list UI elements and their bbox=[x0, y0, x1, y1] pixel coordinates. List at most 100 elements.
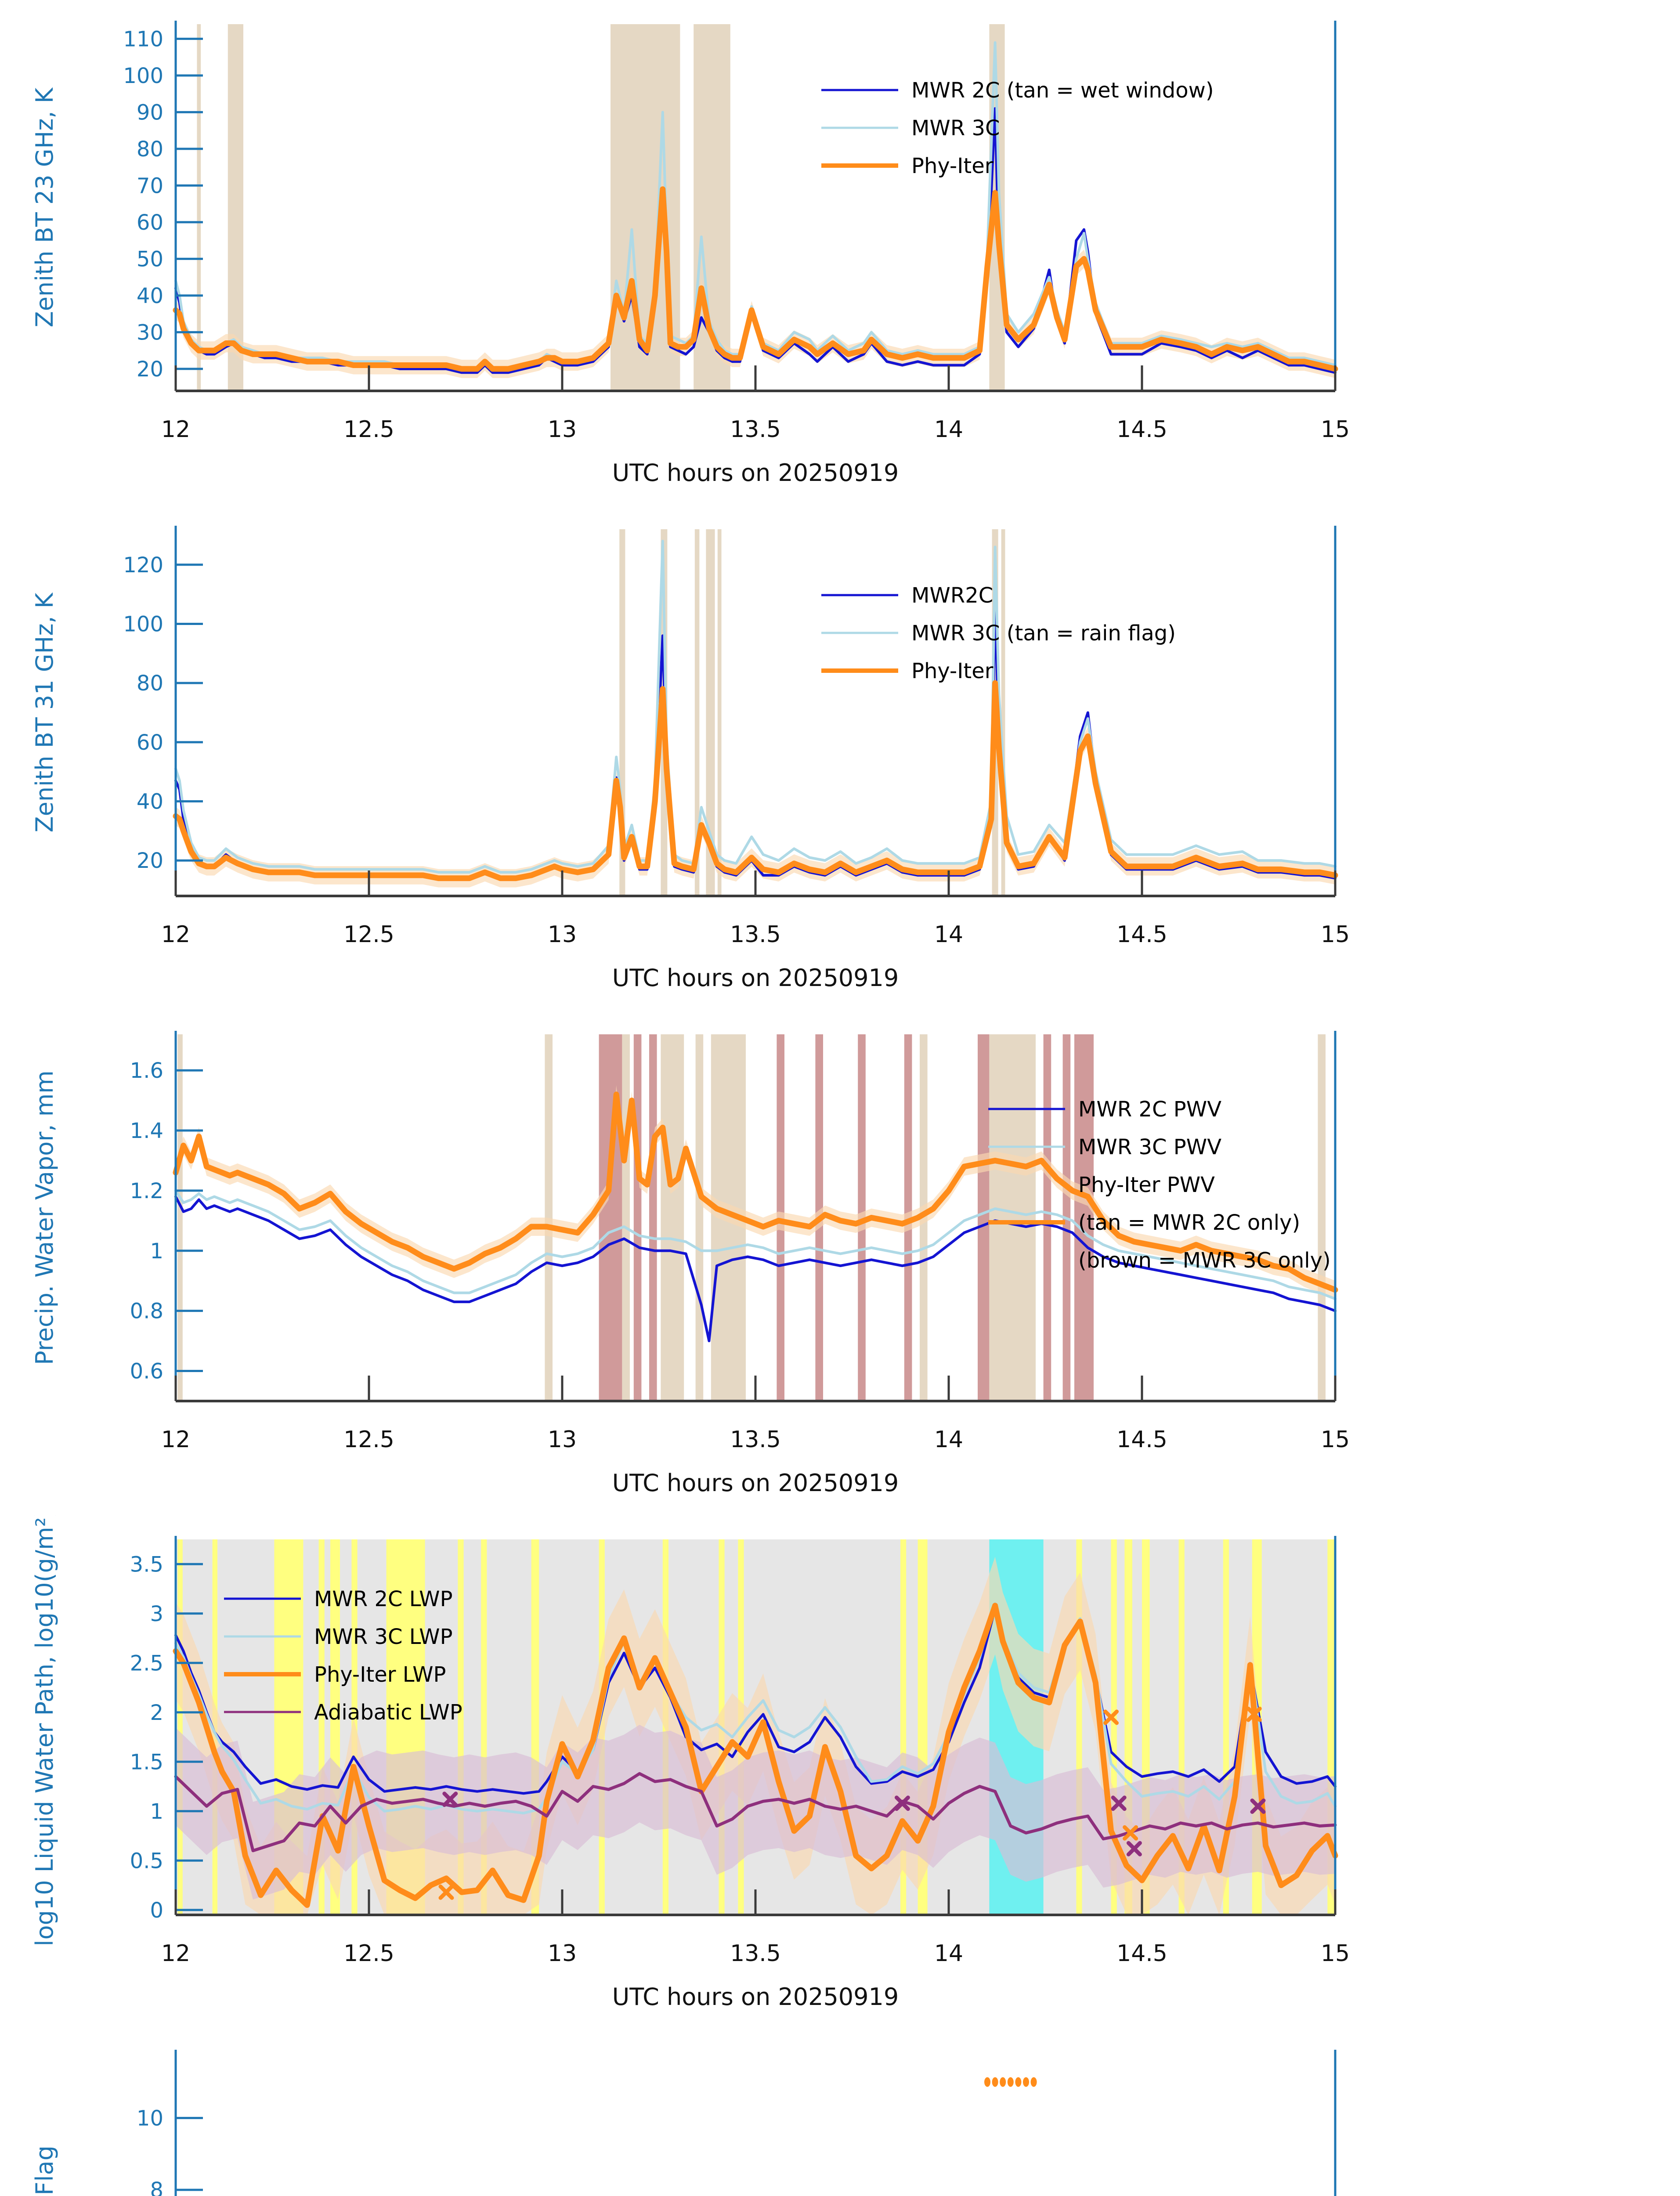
y-tick-label: 40 bbox=[137, 284, 163, 308]
shaded-band bbox=[1043, 1034, 1051, 1401]
panel1-svg: 20 30 40 50 60 70 80 90 100 110 Zenith BT 23 GHz, … bbox=[31, 21, 1350, 487]
shaded-band bbox=[177, 1034, 183, 1401]
x-tick-label: 12.5 bbox=[343, 921, 394, 948]
legend-label: MWR 2C (tan = wet window) bbox=[911, 78, 1214, 103]
shaded-band bbox=[1001, 529, 1005, 896]
x-tick-label: 14.5 bbox=[1116, 1940, 1167, 1967]
series-line bbox=[173, 680, 1338, 881]
dq-flag-point bbox=[1015, 2077, 1022, 2087]
x-tick-label: 14 bbox=[934, 921, 963, 948]
series-line bbox=[174, 539, 1337, 874]
x-tick-label: 12.5 bbox=[343, 416, 394, 443]
legend: MWR2C MWR 3C (tan = rain flag) Phy-Iter bbox=[821, 583, 1176, 683]
uncertainty-band bbox=[176, 1725, 1335, 1900]
y-tick-label: 60 bbox=[137, 730, 163, 755]
y-tick-label: 0 bbox=[150, 1898, 163, 1923]
panel-precipitable-water-vapor: 0.6 0.8 1 1.2 1.4 1.6 Precip. Water Vapor, mm 1… bbox=[0, 1010, 1680, 1537]
legend-label: Phy-Iter LWP bbox=[314, 1662, 446, 1687]
shaded-band bbox=[695, 1034, 704, 1401]
y-tick-label: 8 bbox=[150, 2178, 163, 2196]
x-tick-label: 13 bbox=[548, 1940, 577, 1967]
y-tick-label: 80 bbox=[137, 671, 163, 696]
x-tick-label: 12 bbox=[161, 921, 190, 948]
shaded-band bbox=[1074, 1034, 1094, 1401]
dq-flag-point bbox=[1023, 2077, 1029, 2087]
data-marker-x bbox=[1123, 1825, 1138, 1841]
y-tick-label: 1.6 bbox=[130, 1058, 163, 1083]
x-tick-label: 14.5 bbox=[1116, 1427, 1167, 1453]
series-line bbox=[173, 1603, 1338, 1908]
data-marker-x bbox=[1250, 1799, 1266, 1814]
y-tick-label: 1 bbox=[150, 1799, 163, 1824]
legend-label: MWR 3C LWP bbox=[314, 1625, 453, 1649]
dq-flag-point bbox=[1007, 2077, 1014, 2087]
panel-zenith-bt-23ghz: 20 30 40 50 60 70 80 90 100 110 Zenith BT 23 GHz, … bbox=[0, 0, 1680, 527]
x-tick-label: 15 bbox=[1321, 416, 1350, 443]
series-line bbox=[174, 1602, 1337, 1815]
legend-label: MWR 3C PWV bbox=[1078, 1135, 1221, 1159]
y-tick-label: 50 bbox=[137, 247, 163, 271]
shaded-band bbox=[717, 529, 722, 896]
series-line bbox=[174, 1607, 1337, 1795]
panel-liquid-water-path: 0 0.5 1 1.5 2 2.5 3 3.5 log10 Liquid Water Path,… bbox=[0, 1515, 1680, 2051]
y-tick-label: 20 bbox=[137, 357, 163, 382]
legend-label: MWR 3C bbox=[911, 116, 1000, 141]
y-tick-label: 90 bbox=[137, 100, 163, 125]
panel-dq-flag: 0246810MWR Phy Iter DQ Flag1212.51313.51… bbox=[0, 2029, 1680, 2196]
legend-label: Phy-Iter bbox=[911, 659, 994, 683]
x-axis-title: UTC hours on 20250919 bbox=[612, 1469, 899, 1497]
x-tick-label: 14 bbox=[934, 1427, 963, 1453]
shaded-band bbox=[1318, 1034, 1326, 1401]
data-marker-x bbox=[1103, 1709, 1119, 1725]
dq-flag-point bbox=[984, 2077, 990, 2087]
panel5-svg: 0246810MWR Phy Iter DQ Flag1212.51313.51… bbox=[31, 2050, 1337, 2196]
legend-label: (brown = MWR 3C only) bbox=[1078, 1248, 1331, 1273]
y-tick-label: 40 bbox=[137, 790, 163, 814]
x-tick-label: 12.5 bbox=[343, 1940, 394, 1967]
x-tick-label: 15 bbox=[1321, 921, 1350, 948]
data-marker-x bbox=[442, 1791, 458, 1807]
shaded-band bbox=[978, 1034, 990, 1401]
x-tick-label: 12 bbox=[161, 1427, 190, 1453]
legend-label: MWR 3C (tan = rain flag) bbox=[911, 621, 1176, 646]
shaded-band bbox=[661, 1034, 684, 1401]
x-tick-label: 13.5 bbox=[730, 921, 781, 948]
data-marker-x bbox=[1111, 1795, 1127, 1811]
data-marker-x bbox=[1246, 1706, 1262, 1722]
x-tick-label: 13 bbox=[548, 921, 577, 948]
shaded-band bbox=[649, 1034, 657, 1401]
y-tick-label: 30 bbox=[137, 320, 163, 345]
shaded-band bbox=[545, 1034, 553, 1401]
legend: MWR 2C LWP MWR 3C LWP Phy-Iter LWP Adiabati… bbox=[224, 1587, 462, 1725]
x-tick-label: 12 bbox=[161, 416, 190, 443]
y-tick-label: 2.5 bbox=[130, 1651, 163, 1676]
shaded-band bbox=[177, 1539, 183, 1915]
panel2-svg: 20 40 60 80 100 120 Zenith BT 31 GHz, K 12 12.5 1… bbox=[31, 526, 1350, 992]
y-tick-label: 1.4 bbox=[130, 1119, 163, 1143]
legend-label: MWR2C bbox=[911, 583, 993, 608]
legend-label: Phy-Iter PWV bbox=[1078, 1173, 1215, 1197]
x-tick-label: 13.5 bbox=[730, 1940, 781, 1967]
x-axis-title: UTC hours on 20250919 bbox=[612, 1983, 899, 2011]
shaded-band bbox=[228, 24, 243, 391]
y-axis-title: Zenith BT 23 GHz, K bbox=[31, 87, 58, 327]
legend-label: (tan = MWR 2C only) bbox=[1078, 1210, 1300, 1235]
x-tick-label: 13.5 bbox=[730, 1427, 781, 1453]
y-tick-label: 0.8 bbox=[130, 1299, 163, 1324]
y-axis-title: Precip. Water Vapor, mm bbox=[31, 1070, 58, 1365]
x-tick-label: 15 bbox=[1321, 1940, 1350, 1967]
x-tick-label: 13.5 bbox=[730, 416, 781, 443]
x-axis-title: UTC hours on 20250919 bbox=[612, 459, 899, 487]
legend-label: MWR 2C LWP bbox=[314, 1587, 453, 1611]
y-tick-label: 60 bbox=[137, 210, 163, 235]
legend: MWR 2C PWV MWR 3C PWV Phy-Iter PWV (tan = M… bbox=[988, 1097, 1331, 1273]
shaded-band bbox=[694, 529, 700, 896]
shaded-band bbox=[989, 1034, 1036, 1401]
y-tick-label: 2 bbox=[150, 1701, 163, 1725]
y-tick-label: 0.5 bbox=[130, 1849, 163, 1873]
y-tick-label: 20 bbox=[137, 849, 163, 873]
x-tick-label: 15 bbox=[1321, 1427, 1350, 1453]
series-line bbox=[173, 1091, 1338, 1293]
dq-flag-point bbox=[1030, 2077, 1037, 2087]
legend-label: Phy-Iter bbox=[911, 154, 994, 178]
